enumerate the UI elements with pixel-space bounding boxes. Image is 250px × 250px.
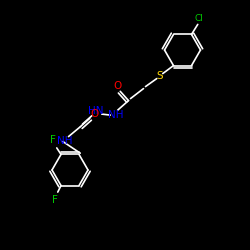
Text: NH: NH: [108, 110, 124, 120]
Text: NH: NH: [57, 136, 72, 146]
Text: HN: HN: [88, 106, 103, 116]
Text: F: F: [50, 136, 56, 145]
Text: O: O: [113, 81, 121, 91]
Text: Cl: Cl: [194, 14, 203, 23]
Text: F: F: [52, 195, 58, 205]
Text: O: O: [90, 109, 99, 119]
Text: S: S: [156, 71, 163, 81]
